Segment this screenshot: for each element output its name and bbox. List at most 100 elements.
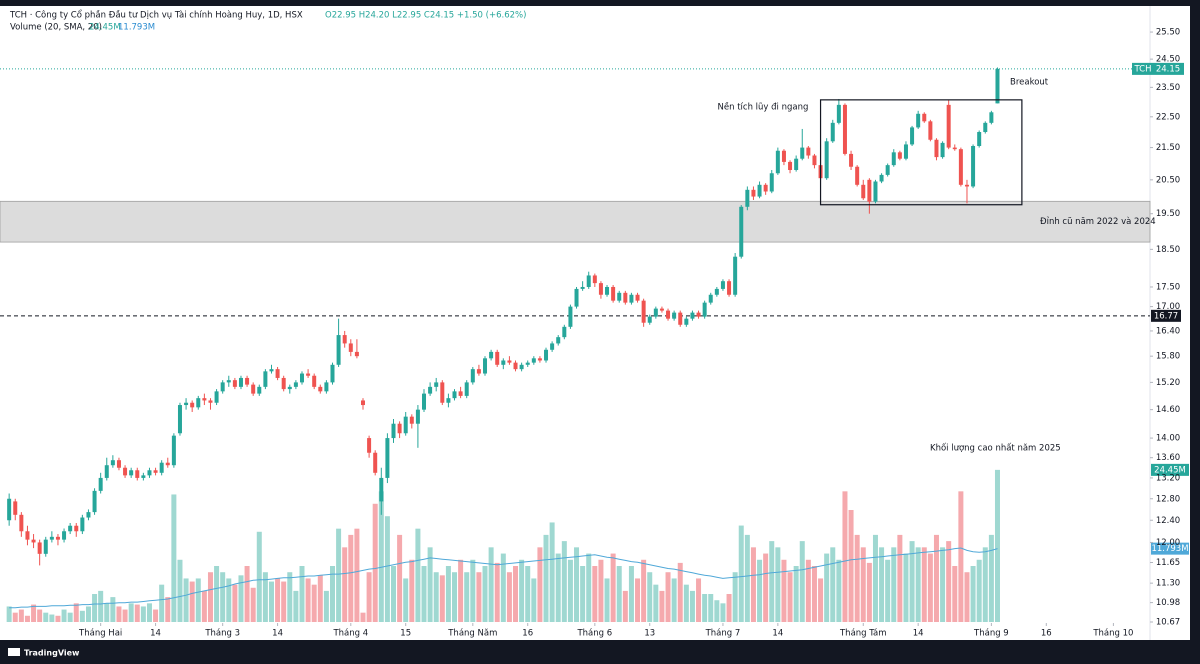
volume-bar	[482, 566, 488, 622]
x-tick-label: Tháng Năm	[447, 629, 497, 639]
volume-bar	[207, 572, 213, 622]
volume-bar	[293, 590, 299, 622]
volume-bar	[543, 534, 549, 622]
candle-body	[720, 281, 725, 289]
volume-bar	[397, 534, 403, 622]
volume-bar	[18, 609, 24, 622]
volume-bar	[775, 547, 781, 622]
candle-body	[373, 452, 378, 473]
volume-bar	[781, 559, 787, 622]
candle-body	[849, 153, 854, 167]
candle-body	[232, 380, 237, 387]
candle-body	[49, 536, 54, 540]
volume-bar	[391, 566, 397, 622]
volume-bar	[598, 559, 604, 622]
volume-bar	[988, 534, 994, 622]
candle-body	[690, 312, 695, 319]
candle-body	[812, 155, 817, 166]
candle-body	[483, 358, 488, 374]
candle-body	[751, 189, 756, 197]
level-label: 16.77	[1154, 311, 1178, 321]
volume-last-box	[1151, 463, 1189, 476]
candle-body	[409, 416, 414, 424]
candle-body	[391, 423, 396, 439]
volume-bar	[116, 606, 122, 622]
candle-body	[684, 318, 689, 325]
volume-bar	[195, 578, 201, 622]
y-tick-label: 17.50	[1156, 282, 1180, 292]
panel	[0, 6, 1190, 640]
volume-bar	[836, 559, 842, 622]
candle-body	[31, 539, 36, 543]
volume-bar	[159, 584, 165, 622]
candle-body	[531, 358, 536, 363]
ohlc-legend: O22.95 H24.20 L22.95 C24.15 +1.50 (+6.62…	[325, 11, 526, 21]
candle-body	[452, 391, 457, 399]
y-tick-label: 10.67	[1156, 618, 1180, 628]
candle-body	[501, 360, 506, 365]
candle-body	[202, 398, 207, 401]
x-tick-label: 16	[522, 629, 533, 639]
candle-body	[964, 184, 969, 187]
candle-body	[476, 369, 481, 374]
volume-bar	[726, 594, 732, 622]
y-tick-label: 11.65	[1156, 558, 1180, 568]
volume-bar	[43, 612, 49, 622]
footer: TradingView	[8, 648, 80, 658]
sma-line	[9, 547, 998, 609]
candle-body	[629, 294, 634, 303]
candle-body	[891, 152, 896, 166]
candle-body	[190, 402, 195, 408]
x-tick-label: Tháng 7	[705, 629, 741, 639]
last-price-label: 24.15	[1156, 64, 1180, 74]
y-tick-label: 12.40	[1156, 516, 1180, 526]
candle-body	[318, 386, 323, 392]
volume-bar	[171, 494, 177, 622]
volume-bar	[110, 597, 116, 622]
candle-body	[324, 382, 329, 392]
candle-body	[769, 173, 774, 192]
volume-bar	[689, 590, 695, 622]
candle-body	[245, 377, 250, 385]
volume-bar	[232, 584, 238, 622]
volume-bar	[653, 584, 659, 622]
volume-bar	[799, 541, 805, 622]
volume-bar	[256, 531, 262, 622]
volume-bar	[146, 603, 152, 622]
volume-bar	[458, 559, 464, 622]
y-tick-label: 20.50	[1156, 175, 1180, 185]
candle-body	[184, 402, 189, 406]
y-tick-label: 14.00	[1156, 434, 1180, 444]
candle-body	[550, 343, 555, 350]
volume-bar	[500, 553, 506, 622]
volume-bar	[872, 534, 878, 622]
x-tick-label: 14	[150, 629, 161, 639]
volume-bar	[403, 578, 409, 622]
candle-body	[592, 275, 597, 284]
candle-body	[513, 362, 518, 370]
volume-bar	[952, 566, 958, 622]
candle-body	[74, 525, 79, 532]
volume-bar	[860, 547, 866, 622]
candle-body	[342, 335, 347, 344]
candle-body	[794, 158, 799, 170]
volume-bar	[384, 516, 390, 622]
volume-legend: Volume (20, SMA, 20)	[10, 23, 102, 33]
volume-bar	[433, 572, 439, 622]
y-tick-label: 11.30	[1156, 579, 1180, 589]
volume-bar	[732, 572, 738, 622]
volume-bar	[470, 559, 476, 622]
volume-bar	[250, 587, 256, 622]
volume-bar	[104, 603, 110, 622]
candle-body	[727, 281, 732, 295]
volume-bar	[842, 491, 848, 622]
candle-body	[367, 438, 372, 453]
volume-bar	[940, 547, 946, 622]
candle-body	[306, 373, 311, 376]
candle-body	[672, 312, 677, 319]
volume-bar	[641, 559, 647, 622]
volume-bar	[177, 559, 183, 622]
candle-body	[153, 470, 158, 473]
volume-bar	[12, 612, 18, 622]
volume-bar	[787, 572, 793, 622]
